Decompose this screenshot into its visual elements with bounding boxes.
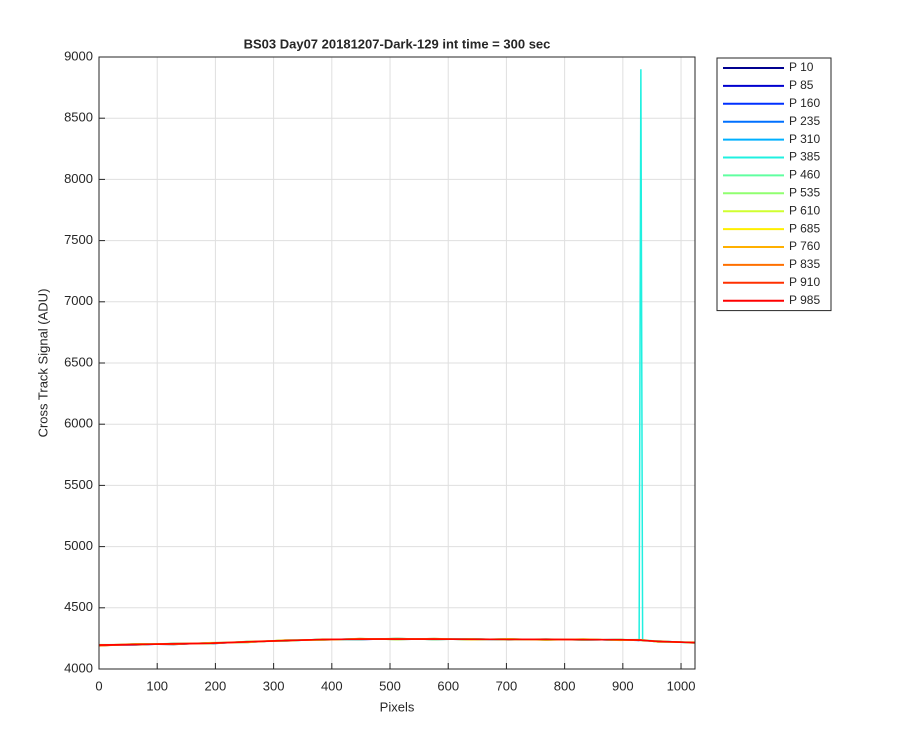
legend-box [716, 57, 832, 312]
series-line [98, 638, 696, 646]
y-tick-label: 5000 [64, 538, 93, 553]
x-tick-label: 700 [496, 678, 518, 693]
legend-label: P 460 [789, 168, 820, 182]
y-tick-label: 6500 [64, 354, 93, 369]
legend-label: P 760 [789, 239, 820, 253]
y-tick-label: 6000 [64, 416, 93, 431]
x-tick-label: 500 [379, 678, 401, 693]
y-tick-label: 5500 [64, 477, 93, 492]
legend-label: P 85 [789, 78, 814, 92]
legend-label: P 235 [789, 114, 820, 128]
legend-label: P 610 [789, 203, 820, 217]
x-tick-label: 600 [437, 678, 459, 693]
x-tick-label: 200 [205, 678, 227, 693]
x-tick-label: 100 [146, 678, 168, 693]
legend-label: P 10 [789, 60, 814, 74]
x-tick-label: 800 [554, 678, 576, 693]
y-tick-label: 8500 [64, 110, 93, 125]
x-tick-label: 300 [263, 678, 285, 693]
x-tick-label: 900 [612, 678, 634, 693]
legend-label: P 160 [789, 96, 820, 110]
x-tick-label: 1000 [667, 678, 696, 693]
legend-label: P 310 [789, 132, 820, 146]
legend-label: P 835 [789, 257, 820, 271]
y-tick-label: 4000 [64, 660, 93, 675]
plot-frame [98, 56, 696, 670]
y-tick-label: 8000 [64, 171, 93, 186]
y-tick-label: 7000 [64, 293, 93, 308]
x-tick-label: 400 [321, 678, 343, 693]
legend-label: P 985 [789, 293, 820, 307]
chart-title: BS03 Day07 20181207-Dark-129 int time = … [244, 36, 551, 51]
y-tick-label: 9000 [64, 48, 93, 63]
legend-label: P 535 [789, 185, 820, 199]
y-tick-label: 4500 [64, 599, 93, 614]
x-axis-label: Pixels [380, 699, 415, 714]
y-axis-label: Cross Track Signal (ADU) [35, 289, 50, 438]
legend-label: P 385 [789, 150, 820, 164]
y-tick-label: 7500 [64, 232, 93, 247]
legend-label: P 685 [789, 221, 820, 235]
legend-label: P 910 [789, 275, 820, 289]
x-tick-label: 0 [95, 678, 102, 693]
